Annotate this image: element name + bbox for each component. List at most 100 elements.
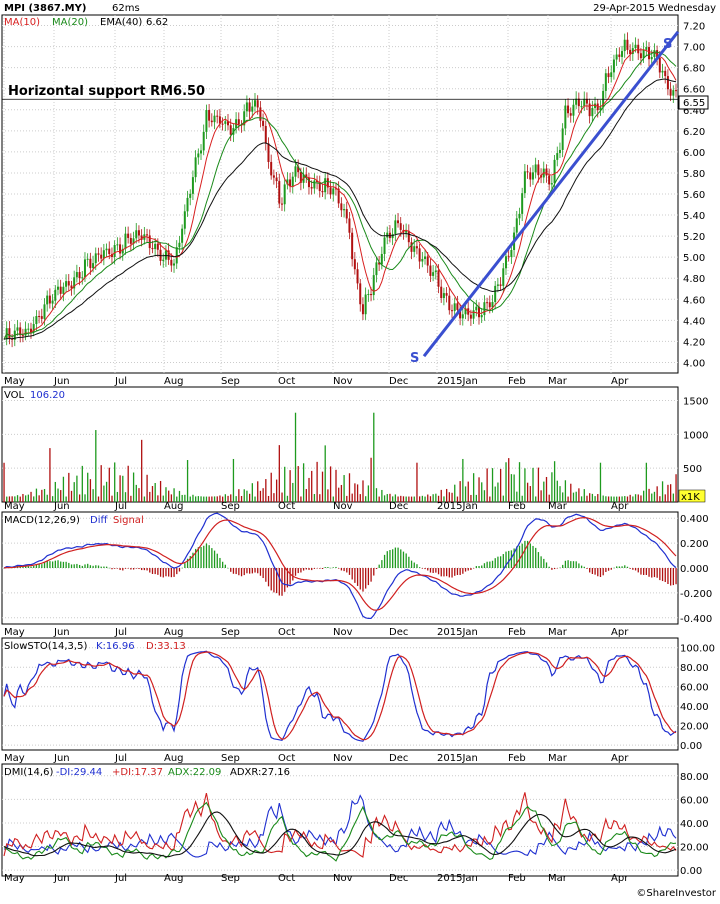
month-label: Aug [164,501,184,512]
macd-hist-bar [132,568,135,570]
volume-bar [637,494,639,502]
candle-body [340,203,343,211]
candle-body [561,128,564,150]
volume-bar [178,490,181,502]
candle-body [504,256,507,269]
dmi-tick-label: 0.00 [680,866,702,877]
volume-bar [197,496,200,502]
month-label: May [4,873,25,884]
month-label: Apr [611,376,629,387]
chart-timing: 62ms [112,3,140,14]
volume-bar [254,496,256,502]
macd-hist-bar [551,568,553,570]
macd-hist-bar [367,568,370,586]
candle-body [259,107,262,121]
dmi-tick-label: 80.00 [680,772,709,783]
candle-body [297,166,300,173]
candle-body [648,47,651,60]
macd-hist-bar [591,568,594,575]
volume-bar [281,492,283,502]
candle-body [167,250,170,260]
candle-body [469,314,472,319]
candle-body [194,157,197,178]
macd-hist-bar [57,560,59,568]
candle-body [191,177,194,194]
volume-bar [448,492,451,502]
candle-body [650,56,653,60]
candle-body [488,302,491,308]
macd-hist-bar [41,564,43,568]
candle-body [326,178,329,188]
macd-hist-bar [335,566,337,568]
vol-tick-label: 1500 [683,397,708,408]
macd-hist-bar [138,568,140,570]
macd-hist-bar [240,568,243,577]
volume-bar [105,481,108,502]
volume-bar [8,496,11,502]
macd-hist-bar [543,558,545,568]
candle-body [515,218,518,233]
macd-hist-bar [599,568,602,577]
macd-hist-bar [38,563,40,568]
macd-hist-bar [359,568,361,590]
candle-body [664,70,667,77]
month-label: Sep [221,753,240,764]
volume-bar [518,462,521,502]
volume-bar [661,481,664,502]
month-label: Oct [278,501,295,512]
sto-d-label: D:33.13 [146,641,186,652]
macd-hist-bar [43,562,46,568]
candle-body [453,303,456,311]
candle-body [364,294,367,315]
volume-bar [556,480,558,502]
candle-body [245,102,248,112]
volume-bar [405,496,407,502]
volume-bar [416,462,418,502]
sto-tick-label: 40.00 [680,702,709,713]
macd-hist-bar [524,540,526,568]
candle-body [299,172,302,183]
macd-hist-bar [667,568,669,585]
price-tick-label: 5.20 [683,232,705,243]
candle-body [370,294,373,296]
macd-hist-bar [437,568,440,575]
volume-bar [302,463,305,502]
month-label: Dec [389,501,408,512]
macd-label: MACD(12,26,9) [4,515,80,526]
candle-body [46,295,49,305]
candle-body [272,175,275,178]
candle-body [510,249,513,257]
month-label: Jul [114,376,127,387]
sto-tick-label: 100.00 [680,644,715,655]
candle-body [102,250,105,259]
candle-body [491,302,494,308]
macd-hist-bar [640,568,642,575]
macd-hist-bar [146,568,148,571]
macd-hist-bar [338,568,340,569]
dmi-label: DMI(14,6) [4,767,53,778]
candle-body [70,285,73,289]
volume-bar [373,412,375,502]
volume-bar [219,495,221,502]
volume-bar [38,495,40,502]
volume-bar [429,496,432,502]
macd-hist-bar [446,568,448,577]
macd-hist-bar [545,562,548,568]
candle-body [264,125,267,144]
candle-body [424,256,427,259]
macd-hist-bar [30,566,32,568]
month-label: Jul [114,873,127,884]
volume-bar [213,496,216,502]
macd-hist-bar [392,549,394,568]
volume-bar [84,494,86,502]
volume-bar [513,474,515,502]
macd-hist-bar [111,568,113,570]
candle-body [270,161,273,176]
candle-body [40,316,43,319]
candle-body [345,209,348,219]
macd-hist-bar [394,547,397,568]
macd-hist-bar [613,567,615,569]
macd-hist-bar [664,568,666,583]
macd-hist-bar [494,558,496,568]
volume-bar [624,496,626,502]
